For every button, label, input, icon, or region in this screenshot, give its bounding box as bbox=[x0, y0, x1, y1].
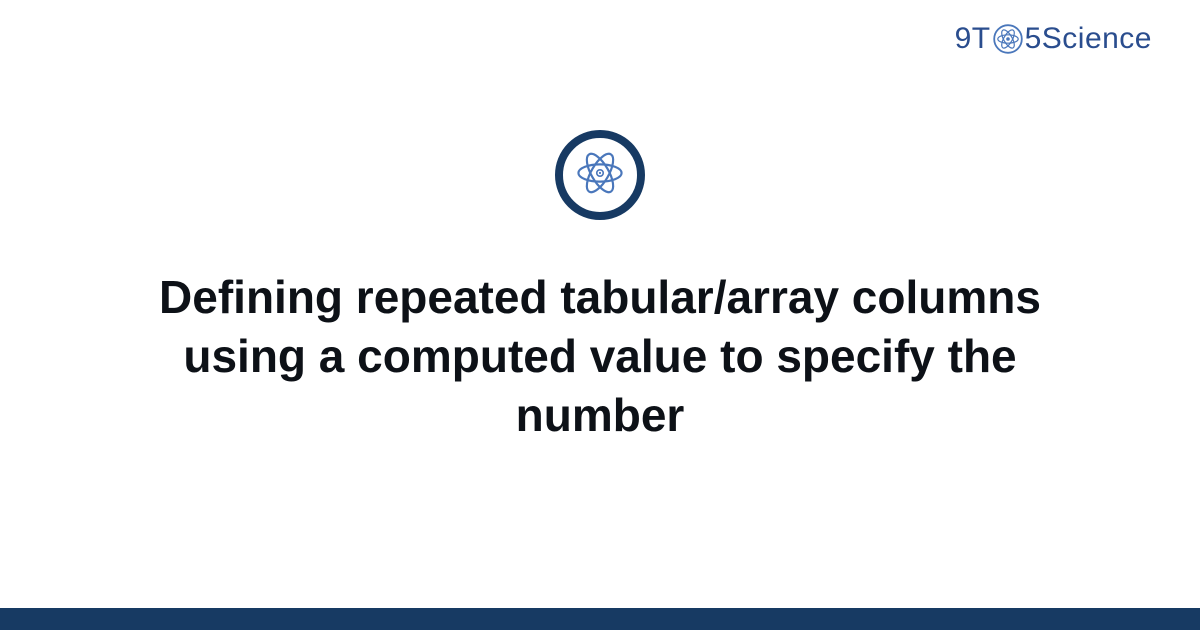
brand-prefix: 9T bbox=[955, 22, 991, 56]
brand-logo: 9T 5Science bbox=[955, 22, 1152, 56]
atom-icon bbox=[573, 146, 627, 205]
page-title: Defining repeated tabular/array columns … bbox=[150, 268, 1050, 445]
main-content: Defining repeated tabular/array columns … bbox=[0, 130, 1200, 445]
footer-bar bbox=[0, 608, 1200, 630]
center-badge bbox=[555, 130, 645, 220]
atom-icon bbox=[993, 24, 1023, 54]
brand-suffix: 5Science bbox=[1025, 22, 1152, 56]
